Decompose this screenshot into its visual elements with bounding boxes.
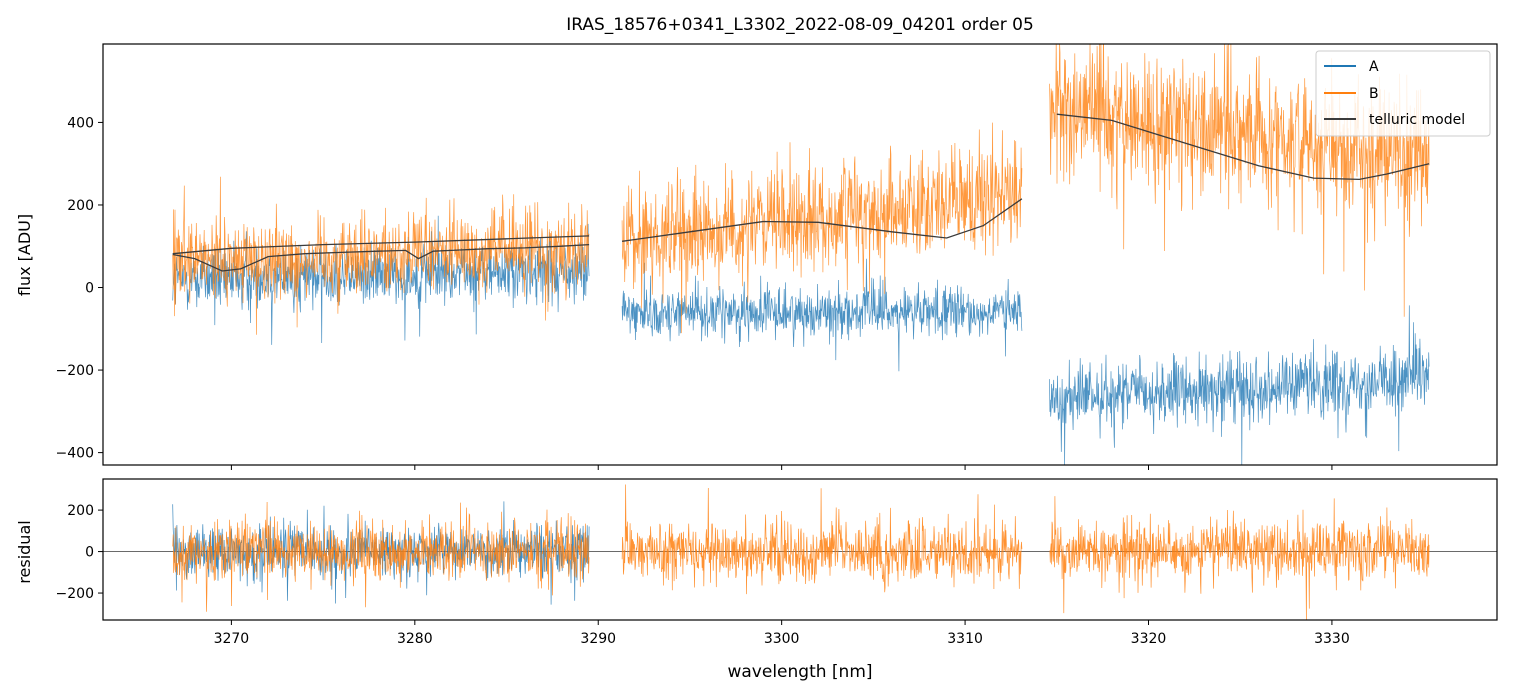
legend-frame <box>1315 50 1491 137</box>
residual-x-tick-label: 3270 <box>214 631 250 647</box>
telluric-model-segment-3 <box>1056 113 1430 181</box>
residual-series-b-segment-1 <box>172 501 590 612</box>
flux-y-tick-label: 0 <box>85 281 94 297</box>
residual-y-tick-label: 0 <box>85 545 94 561</box>
residual-series-b-segment-3 <box>1049 496 1430 620</box>
flux-y-tick-label: 400 <box>67 115 94 131</box>
series-b-segment-2 <box>621 122 1023 334</box>
flux-y-tick-label: 200 <box>67 198 94 214</box>
residual-series-b-segment-2 <box>621 484 1023 595</box>
chart-title: IRAS_18576+0341_L3302_2022-08-09_04201 o… <box>566 15 1034 35</box>
residual-x-tick-label: 3300 <box>764 631 800 647</box>
flux-y-label: flux [ADU] <box>15 214 34 296</box>
flux-y-axis: −400 −200 0 200 400 <box>56 115 103 462</box>
telluric-model-absorption-trace <box>172 243 590 272</box>
residual-x-tick-label: 3330 <box>1314 631 1350 647</box>
residual-axes-frame <box>102 478 1498 621</box>
residual-y-axis: −200 0 200 <box>56 503 103 602</box>
residual-x-tick-label: 3290 <box>580 631 616 647</box>
flux-axes-frame <box>102 43 1498 466</box>
flux-y-tick-label: −200 <box>56 363 94 379</box>
series-a-segment-2 <box>621 258 1023 372</box>
flux-plot-area <box>172 44 1430 465</box>
residual-x-tick-label: 3320 <box>1131 631 1167 647</box>
x-axis-label: wavelength [nm] <box>727 662 872 682</box>
residual-y-label: residual <box>15 520 34 583</box>
residual-y-tick-label: −200 <box>56 586 94 602</box>
residual-plot-area <box>103 484 1497 620</box>
legend-label-b: B <box>1369 86 1379 102</box>
residual-x-axis: 3270 3280 3290 3300 3310 3320 3330 <box>214 620 1350 647</box>
residual-y-tick-label: 200 <box>67 503 94 519</box>
legend-label-telluric: telluric model <box>1369 112 1465 128</box>
flux-y-tick-label: −400 <box>56 446 94 462</box>
residual-x-tick-label: 3310 <box>947 631 983 647</box>
legend-label-a: A <box>1369 59 1379 75</box>
series-a-segment-3 <box>1049 305 1430 465</box>
telluric-model-segment-1 <box>172 235 590 255</box>
series-b-segment-3 <box>1049 44 1430 317</box>
telluric-model-segment-2 <box>622 198 1023 242</box>
flux-x-axis <box>230 465 1333 470</box>
series-a-segment-1 <box>172 215 590 345</box>
legend: A B telluric model <box>1315 50 1491 137</box>
residual-x-tick-label: 3280 <box>397 631 433 647</box>
